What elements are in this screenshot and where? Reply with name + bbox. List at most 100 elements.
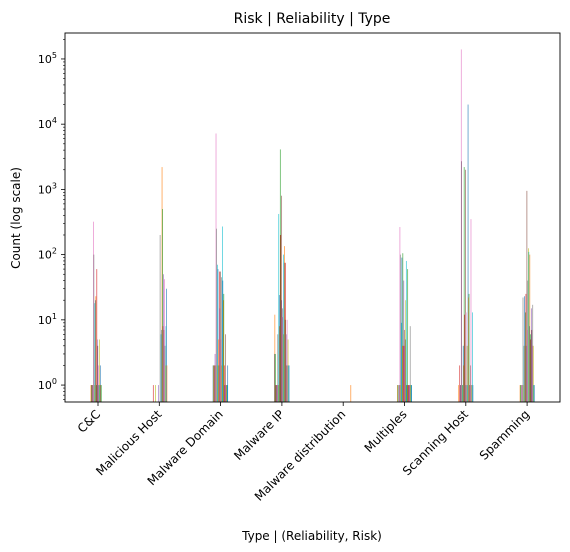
bar [166, 365, 168, 402]
bar [523, 345, 525, 402]
bar [164, 345, 166, 402]
bar [410, 385, 412, 402]
y-tick-label: 102 [38, 247, 57, 262]
bar [215, 133, 217, 403]
bar [93, 221, 94, 402]
bar [520, 385, 521, 402]
bar [278, 213, 280, 402]
y-tick-label: 105 [38, 51, 57, 66]
bar [92, 385, 93, 402]
bar [91, 385, 93, 402]
y-tick-label: 101 [38, 312, 57, 327]
bar [277, 385, 278, 402]
bar [408, 385, 410, 402]
bar [225, 385, 227, 402]
bar [217, 269, 219, 402]
bar [467, 104, 469, 402]
bar [152, 385, 154, 402]
chart-title: Risk | Reliability | Type [234, 11, 391, 27]
bar [93, 254, 95, 402]
bar [524, 296, 525, 402]
plot-area [90, 49, 535, 403]
bar [404, 339, 406, 402]
bar [99, 385, 101, 402]
bar [97, 339, 98, 402]
x-tick-label: Spamming [477, 407, 533, 463]
bar [214, 353, 216, 402]
bar [464, 385, 466, 402]
bar [401, 322, 402, 402]
bar [408, 385, 410, 402]
bar [96, 269, 98, 402]
bar [225, 334, 226, 402]
bar [217, 264, 218, 402]
bar [159, 234, 161, 402]
bar [403, 280, 405, 402]
bar [92, 385, 94, 402]
bar [460, 49, 462, 403]
bar [281, 317, 283, 402]
bar [465, 312, 467, 402]
bar [402, 345, 403, 402]
bar [407, 385, 409, 402]
bar [400, 254, 401, 402]
bar [220, 271, 221, 402]
bar [221, 277, 222, 402]
y-tick-label: 104 [38, 116, 57, 131]
bar [274, 353, 275, 402]
bar [222, 280, 224, 402]
bar [471, 385, 472, 402]
bar [91, 385, 92, 402]
bar [458, 385, 460, 402]
bar [532, 304, 534, 402]
x-tick-label: Multiples [362, 407, 410, 455]
bar [276, 385, 278, 402]
bar [465, 169, 466, 402]
bar [98, 339, 100, 402]
bar [281, 195, 283, 402]
bar [214, 365, 215, 402]
bar [397, 385, 399, 402]
bar [528, 251, 530, 402]
bar [462, 345, 464, 402]
x-axis-label: Type | (Reliability, Risk) [241, 529, 382, 543]
bar [287, 365, 288, 402]
bar [276, 385, 277, 402]
bar [284, 319, 286, 402]
bar [527, 280, 529, 402]
bar [464, 314, 465, 402]
bar [470, 365, 471, 402]
bar [526, 190, 528, 402]
bar [399, 227, 401, 402]
bar [95, 296, 97, 402]
bar [462, 385, 463, 402]
bar [406, 385, 408, 402]
bar [460, 385, 462, 402]
bar [222, 226, 223, 402]
bar [278, 295, 280, 402]
bar [100, 385, 102, 402]
bar [468, 293, 470, 402]
bar [94, 385, 95, 402]
bar [161, 329, 162, 402]
bar [284, 246, 285, 402]
bar [100, 385, 102, 402]
bar [213, 365, 214, 402]
x-tick-label: C&C [75, 407, 103, 435]
bar [469, 385, 471, 402]
bar [98, 385, 100, 402]
bar [529, 254, 531, 402]
bar [287, 339, 289, 402]
bar [275, 353, 276, 402]
x-tick-label: Malware IP [231, 407, 287, 463]
bar [95, 300, 96, 402]
bar [279, 326, 281, 402]
bar [409, 385, 410, 402]
bar [530, 339, 532, 402]
bar [401, 257, 403, 402]
bar [226, 385, 228, 402]
bar [285, 334, 287, 402]
bar [224, 365, 225, 402]
bar [90, 385, 92, 402]
